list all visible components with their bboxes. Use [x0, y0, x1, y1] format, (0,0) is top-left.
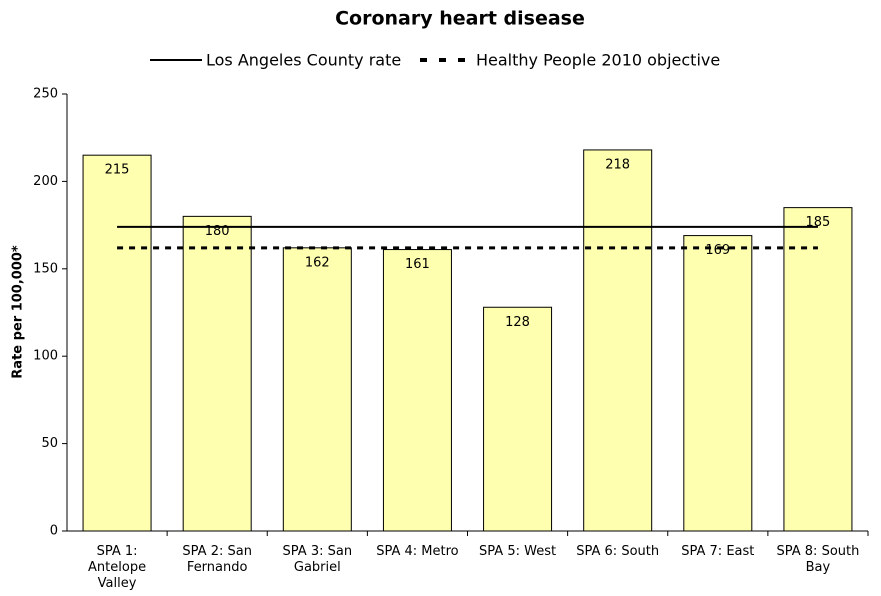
y-tick-label: 250 — [33, 87, 58, 102]
y-tick-label: 100 — [33, 349, 58, 364]
bar — [182, 215, 252, 532]
data-label: 215 — [105, 163, 130, 178]
x-tick-label: SPA 3: San Gabriel — [283, 544, 353, 575]
y-tick-label: 50 — [41, 436, 58, 451]
y-tick-label: 150 — [33, 261, 58, 276]
data-label: 185 — [806, 215, 831, 230]
x-tick-label: SPA 1: Antelope Valley — [88, 544, 146, 591]
data-label: 169 — [705, 243, 730, 258]
x-tick-label: SPA 2: San Fernando — [182, 544, 252, 575]
data-label: 161 — [405, 257, 430, 272]
bar — [382, 249, 452, 532]
data-label: 162 — [305, 255, 330, 270]
data-label: 128 — [505, 315, 530, 330]
legend-label: Healthy People 2010 objective — [476, 51, 720, 70]
y-tick-label: 200 — [33, 174, 58, 189]
y-tick-label: 0 — [50, 524, 58, 539]
y-axis-label: Rate per 100,000* — [11, 245, 26, 379]
x-tick-label: SPA 4: Metro — [376, 544, 458, 559]
bar — [483, 306, 553, 532]
x-tick-label: SPA 8: South Bay — [777, 544, 860, 575]
bar — [783, 207, 853, 532]
chart-title: Coronary heart disease — [335, 8, 585, 30]
x-tick-label: SPA 5: West — [479, 544, 556, 559]
bar — [282, 247, 352, 532]
legend-label: Los Angeles County rate — [206, 51, 401, 70]
bar — [583, 149, 653, 532]
x-tick-label: SPA 7: East — [681, 544, 754, 559]
bar — [82, 154, 152, 532]
bar — [683, 235, 753, 532]
x-tick-label: SPA 6: South — [576, 544, 659, 559]
data-label: 218 — [605, 157, 630, 172]
